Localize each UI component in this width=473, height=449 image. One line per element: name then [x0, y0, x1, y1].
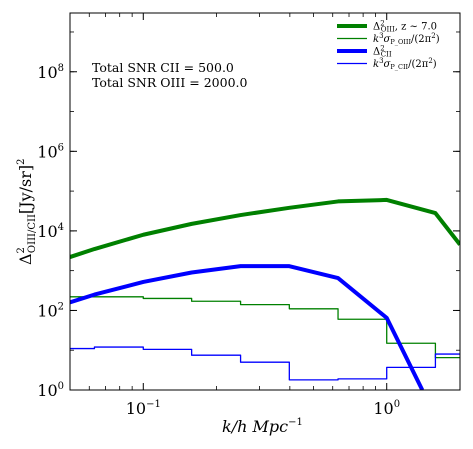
y-axis-label-unit-sup: 2 [16, 159, 27, 165]
annotation-snr-cii: Total SNR CII = 500.0 [92, 60, 234, 75]
annotation-snr-oiii: Total SNR OIII = 2000.0 [92, 75, 247, 90]
series-line-cii-noise [70, 346, 460, 381]
series-line-oiii-noise [70, 296, 460, 359]
y-axis-label-sup: 2 [16, 247, 27, 253]
y-axis-label-unit: [Jy/sr] [16, 165, 35, 214]
ticks-layer: 10−1 100 100 102 104 106 108 [37, 13, 460, 418]
series-layer [70, 197, 460, 390]
series-line-oiii-signal [70, 197, 460, 259]
legend-label-oiii-signal: Δ2 OIII, z ∼ 7.0 [373, 20, 437, 34]
y-axis-label-delta: Δ [16, 253, 35, 265]
legend-label-oiii-noise: k3σP_OIII/(2π2) [373, 32, 440, 46]
x-axis-label-text: k/h Mpc [222, 417, 288, 436]
y-axis-label: Δ2OIII/CII[Jy/sr]2 [16, 159, 38, 265]
y-tick-label: 106 [37, 142, 64, 161]
annotations: Total SNR CII = 500.0 Total SNR OIII = 2… [92, 60, 247, 90]
x-tick-label: 100 [373, 399, 400, 418]
series-line-cii-signal [70, 264, 425, 390]
x-axis-label: k/h Mpc−1 [222, 417, 303, 436]
y-tick-label: 102 [37, 301, 64, 320]
y-tick-label: 108 [37, 63, 64, 82]
x-axis-label-exp: −1 [288, 417, 303, 428]
y-axis-label-sub: OIII/CII [27, 214, 38, 253]
y-tick-label: 100 [37, 381, 64, 400]
plot-frame [69, 12, 461, 391]
y-tick-label: 104 [37, 222, 64, 241]
legend-label-cii-noise: k3σP_CII/(2π2) [373, 57, 437, 71]
legend-label-cii-signal: Δ2 CII [373, 45, 392, 59]
x-tick-label: 10−1 [126, 399, 161, 418]
